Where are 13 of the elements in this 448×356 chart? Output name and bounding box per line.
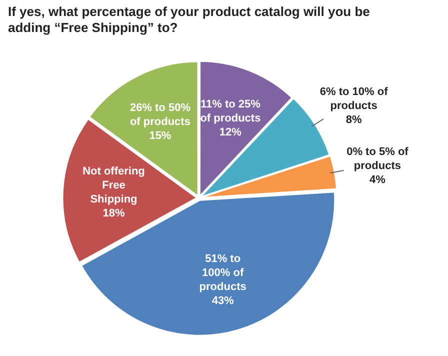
data-label: 18% — [102, 208, 125, 220]
slice-label: 6% to 10% of products — [320, 86, 388, 112]
data-label: 15% — [149, 130, 172, 142]
slice-label: 11% to 25% of products — [200, 98, 261, 125]
slice-label: 0% to 5% of products — [346, 146, 409, 172]
data-label: 4% — [370, 174, 386, 186]
slice-label: 26% to 50% of products — [130, 102, 191, 128]
data-label: 8% — [346, 114, 362, 126]
slice-label: Not offering Free Shipping — [82, 166, 145, 206]
data-label: 43% — [212, 295, 234, 308]
data-label: 12% — [219, 126, 242, 139]
slice-label: 51% to 100% of products — [199, 253, 246, 294]
chart-title: If yes, what percentage of your product catalog will you be adding “Free Shipping” to? — [8, 4, 371, 36]
